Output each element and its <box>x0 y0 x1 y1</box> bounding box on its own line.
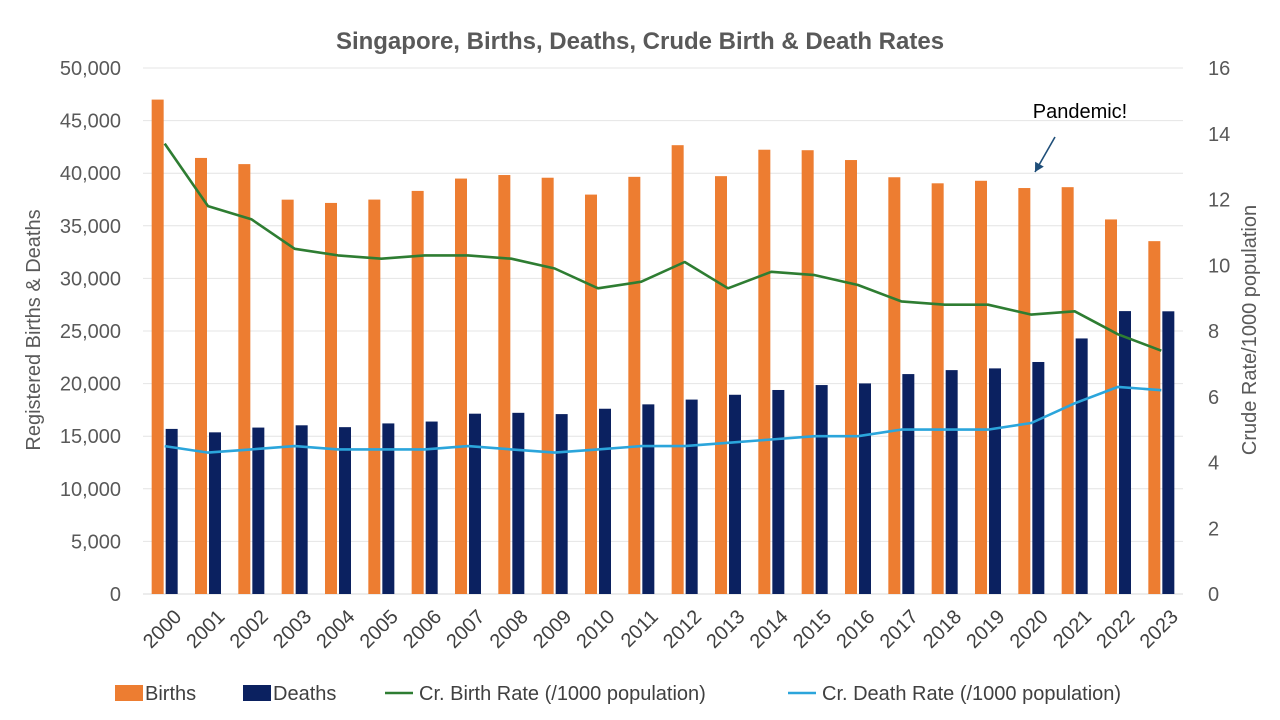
bar-births <box>975 180 987 595</box>
bar-births <box>368 199 381 594</box>
legend: Births Deaths Cr. Birth Rate (/1000 popula… <box>115 683 1121 705</box>
bar-births <box>801 150 814 594</box>
y-axis-title: Registered Births & Deaths <box>23 209 45 450</box>
bar-deaths <box>382 423 395 594</box>
bar-deaths <box>815 385 828 594</box>
y2-tick-label: 0 <box>1208 584 1219 606</box>
legend-births-label: Births <box>145 683 196 705</box>
bar-deaths <box>209 432 221 594</box>
bar-births <box>628 176 641 595</box>
bar-births <box>325 202 337 595</box>
y2-tick-label: 8 <box>1208 321 1219 343</box>
bar-births <box>888 177 901 595</box>
bar-births <box>151 99 164 595</box>
bar-births <box>238 164 251 594</box>
bar-births <box>715 176 727 594</box>
bar-deaths <box>295 425 308 594</box>
bar-deaths <box>555 414 568 594</box>
right-axis: 0 2 4 6 8 10 12 14 16 <box>1208 58 1230 606</box>
y-tick-label: 50,000 <box>60 58 121 80</box>
y-tick-label: 25,000 <box>60 321 121 343</box>
y-tick-label: 40,000 <box>60 163 121 185</box>
legend-births-swatch <box>115 685 143 701</box>
y-tick-label: 20,000 <box>60 374 121 396</box>
bar-births <box>411 190 424 595</box>
bar-births <box>455 178 467 595</box>
y2-tick-label: 2 <box>1208 518 1219 540</box>
death-rate-line <box>164 385 1162 454</box>
legend-birth-rate-label: Cr. Birth Rate (/1000 population) <box>419 683 706 705</box>
annotation-arrowhead <box>1035 161 1044 172</box>
bar-births <box>1018 188 1031 594</box>
legend-deaths-swatch <box>243 685 271 701</box>
bar-deaths <box>729 394 741 594</box>
bar-births <box>498 175 511 594</box>
bar-births <box>1061 187 1074 594</box>
bar-deaths <box>945 370 958 594</box>
legend-death-rate-label: Cr. Death Rate (/1000 population) <box>822 683 1121 705</box>
bar-deaths <box>642 404 655 594</box>
gridlines <box>143 67 1183 595</box>
y2-tick-label: 6 <box>1208 387 1219 409</box>
bar-births <box>1105 219 1117 594</box>
bar-births <box>931 183 944 594</box>
bar-deaths <box>859 383 871 594</box>
bar-deaths <box>772 389 785 594</box>
y-tick-label: 15,000 <box>60 426 121 448</box>
annotation: Pandemic! <box>1033 101 1128 173</box>
chart-title: Singapore, Births, Deaths, Crude Birth &… <box>336 28 944 55</box>
bar-deaths <box>902 374 915 594</box>
bar-deaths <box>1162 311 1175 594</box>
bar-deaths <box>599 408 611 594</box>
birth-rate-line <box>163 142 1162 352</box>
y2-tick-label: 16 <box>1208 58 1230 80</box>
y-tick-label: 5,000 <box>71 531 121 553</box>
bar-births <box>758 149 771 594</box>
bar-births <box>671 145 684 594</box>
bar-deaths <box>512 412 525 594</box>
bar-births <box>281 199 294 594</box>
annotation-label: Pandemic! <box>1033 101 1128 123</box>
bar-deaths <box>469 413 481 594</box>
y-tick-label: 30,000 <box>60 268 121 290</box>
y2-tick-label: 14 <box>1208 124 1230 146</box>
y2-axis-title: Crude Rate/1000 population <box>1239 205 1261 455</box>
y-tick-label: 10,000 <box>60 479 121 501</box>
bar-births <box>195 157 207 594</box>
left-axis: 0 5,000 10,000 15,000 20,000 25,000 30,000 35,0… <box>60 58 121 606</box>
lines <box>163 142 1162 454</box>
bar-births <box>541 177 554 594</box>
bar-deaths <box>1075 338 1088 594</box>
bar-deaths <box>339 427 351 594</box>
bar-births <box>585 194 597 594</box>
bar-deaths <box>165 428 178 594</box>
bar-births <box>1148 241 1161 594</box>
bar-deaths <box>1032 361 1045 594</box>
bar-births <box>845 160 857 594</box>
y2-tick-label: 10 <box>1208 255 1230 277</box>
y-tick-label: 45,000 <box>60 111 121 133</box>
y2-tick-label: 12 <box>1208 190 1230 212</box>
bar-deaths <box>252 427 265 594</box>
y2-tick-label: 4 <box>1208 453 1219 475</box>
bar-deaths <box>685 399 698 594</box>
y-tick-label: 0 <box>110 584 121 606</box>
legend-deaths-label: Deaths <box>273 683 336 705</box>
bar-deaths <box>1119 311 1131 594</box>
y-tick-label: 35,000 <box>60 216 121 238</box>
bar-deaths <box>989 368 1001 594</box>
bar-deaths <box>425 421 438 594</box>
